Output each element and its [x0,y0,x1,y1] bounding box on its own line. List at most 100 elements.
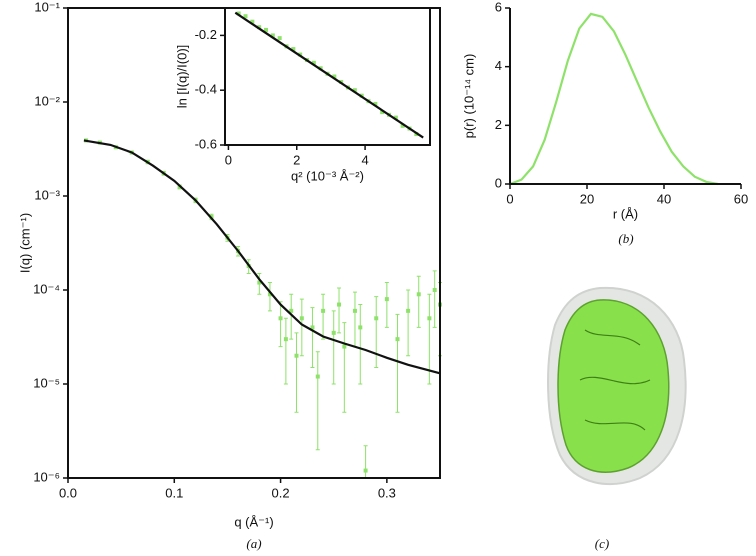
y-tick-label: 6 [495,0,502,14]
fit-line [83,139,441,375]
plot-frame [224,7,431,146]
y-tick-label: 10⁻¹ [34,0,60,14]
x-tick-label: 0 [225,152,232,167]
data-point [321,308,326,313]
y-tick-label: -0.4 [195,82,217,97]
error-bar [299,298,304,357]
x-axis-label: q (Å⁻¹) [234,514,273,529]
caption: (a) [246,536,261,551]
x-tick-label: 0.1 [165,485,183,500]
error-bar [294,332,299,413]
error-bar [427,293,432,385]
y-tick-label: -0.2 [195,27,217,42]
x-tick-label: 60 [734,191,748,206]
x-tick-label: 0 [506,191,513,206]
error-bar [310,307,315,368]
axes [509,8,741,185]
data-point [416,292,421,297]
x-axis-label: q² (10⁻³ Å⁻²) [291,168,364,183]
error-bar [374,296,379,368]
data-point [270,33,275,38]
surface-model [547,286,687,485]
y-tick-label: 2 [495,117,502,132]
error-bar [342,322,347,413]
error-bar [337,287,342,334]
error-bar [278,301,283,348]
y-axis-label: p(r) (10⁻¹⁴ cm) [461,54,476,139]
y-axis-label: I(q) (cm⁻¹) [17,213,32,273]
error-bar [321,293,326,340]
error-bar [363,445,368,479]
error-bar [406,289,411,357]
y-tick-label: 10⁻⁵ [33,375,60,390]
error-bar [416,275,421,328]
error-bar [358,304,363,385]
data-point [315,374,320,379]
x-tick-label: 40 [657,191,671,206]
error-bar [331,310,336,385]
data-point [332,74,337,79]
data-point [236,11,241,16]
fit-line [234,11,424,139]
data-point [395,337,400,342]
y-tick-label: 4 [495,58,502,73]
error-bar [384,282,389,328]
data-point [331,330,336,335]
x-tick-label: 2 [293,152,300,167]
chart: 0 2 4 -0.2 -0.4 -0.6 q² (10⁻³ Å⁻²) ln [I(q)/I(0… [174,7,431,183]
x-axis-label: r (Å) [613,206,638,221]
data-point [342,344,347,349]
data-point [358,325,363,330]
error-bar [432,270,437,328]
error-bar [283,317,288,385]
data-point [257,280,262,285]
data-point [278,316,283,321]
data-point [283,337,288,342]
y-tick-label: 10⁻⁴ [33,281,60,296]
y-tick-label: -0.6 [195,136,217,151]
protein-volume [557,299,670,473]
data-point [311,60,316,65]
data-point [299,316,304,321]
chart: 0 20 40 60 0 2 4 6 r (Å) p(r) (10⁻¹⁴ cm) (b) [461,0,748,246]
y-axis-label: ln [I(q)/I(0)] [174,45,189,109]
error-bar [267,282,272,312]
x-tick-label: 4 [361,152,368,167]
data-point [294,353,299,358]
x-tick-label: 0.3 [378,485,396,500]
data-point [406,308,411,313]
surface-detail [579,329,651,431]
data-point [384,297,389,302]
error-bar [315,351,320,451]
error-bar [352,291,357,348]
data-point [363,468,368,473]
data-point [243,14,248,19]
data-point [373,101,378,106]
data-point [257,25,262,30]
data-point [432,288,437,292]
distribution-line [509,12,719,186]
x-tick-label: 0.0 [59,485,77,500]
data-point [374,316,379,321]
data-point [380,110,385,115]
x-tick-label: 20 [580,191,594,206]
inset-background [225,8,430,145]
x-tick-label: 0.2 [272,485,290,500]
data-point [310,325,315,330]
data-point [352,88,357,93]
error-bar [395,313,400,413]
data-point [250,19,255,24]
data-point [267,292,272,297]
y-tick-label: 10⁻⁶ [33,469,60,484]
chart: 0.0 0.1 0.2 0.3 10⁻⁶ 10⁻⁵ 10⁻⁴ 10⁻³ 10⁻² 10⁻¹ q (Å… [17,0,442,551]
data-point [264,27,268,32]
y-tick-label: 10⁻³ [34,187,60,202]
data-point [400,123,405,128]
caption: (c) [595,536,609,551]
data-point [352,308,357,313]
data-point [337,302,342,307]
data-point [277,36,282,41]
caption: (b) [618,231,633,246]
